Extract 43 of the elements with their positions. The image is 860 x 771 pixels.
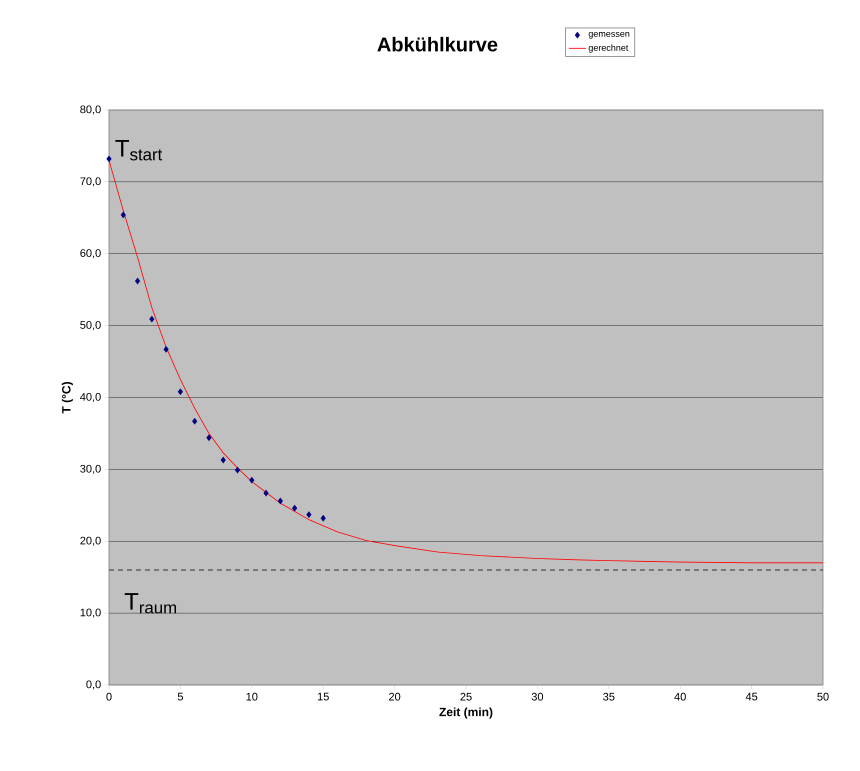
x-tick-label: 10: [246, 692, 258, 701]
legend-label: gerechnet: [588, 44, 628, 53]
point: [164, 346, 169, 353]
point: [206, 434, 212, 442]
x-tick-label: 40: [674, 692, 686, 701]
x-tick-label: 20: [389, 692, 400, 701]
y-axis-title: T (°C): [62, 382, 73, 414]
x-tick-label: 15: [318, 692, 329, 700]
point: [320, 514, 326, 522]
point: [178, 388, 184, 396]
x-tick-label: 45: [746, 692, 758, 700]
point: [220, 456, 226, 464]
y-tick-label: 70,0: [80, 177, 101, 186]
legend-label: gemessen: [588, 32, 630, 39]
y-tick-label: 0,0: [86, 680, 101, 690]
x-tick-label: 25: [460, 692, 472, 701]
point: [306, 511, 312, 518]
y-tick-label: 20,0: [80, 536, 101, 546]
x-tick-label: 30: [532, 692, 544, 701]
annotation: T$_{raum}$: [124, 593, 176, 614]
point: [263, 490, 269, 496]
point: [149, 316, 154, 323]
y-tick-label: 60,0: [80, 249, 101, 258]
y-tick-label: 50,0: [80, 321, 101, 330]
point: [106, 155, 112, 162]
point: [292, 504, 298, 512]
point: [249, 476, 254, 484]
x-tick-label: 35: [603, 692, 614, 701]
annotation: T$_{start}$: [115, 140, 162, 160]
point: [234, 466, 240, 474]
y-tick-label: 30,0: [80, 464, 101, 474]
x-tick-label: 5: [178, 692, 183, 700]
point: [120, 212, 126, 218]
point: [192, 418, 198, 425]
y-tick-label: 40,0: [80, 392, 101, 402]
x-axis-title: Zeit (min): [439, 707, 492, 719]
point: [134, 278, 140, 284]
point: [278, 498, 283, 504]
chart-title: Abkühlkurve: [377, 36, 498, 52]
x-tick-label: 50: [817, 692, 829, 701]
y-tick-label: 10,0: [80, 608, 101, 618]
y-tick-label: 80,0: [80, 105, 101, 115]
x-tick-label: 0: [106, 692, 112, 701]
